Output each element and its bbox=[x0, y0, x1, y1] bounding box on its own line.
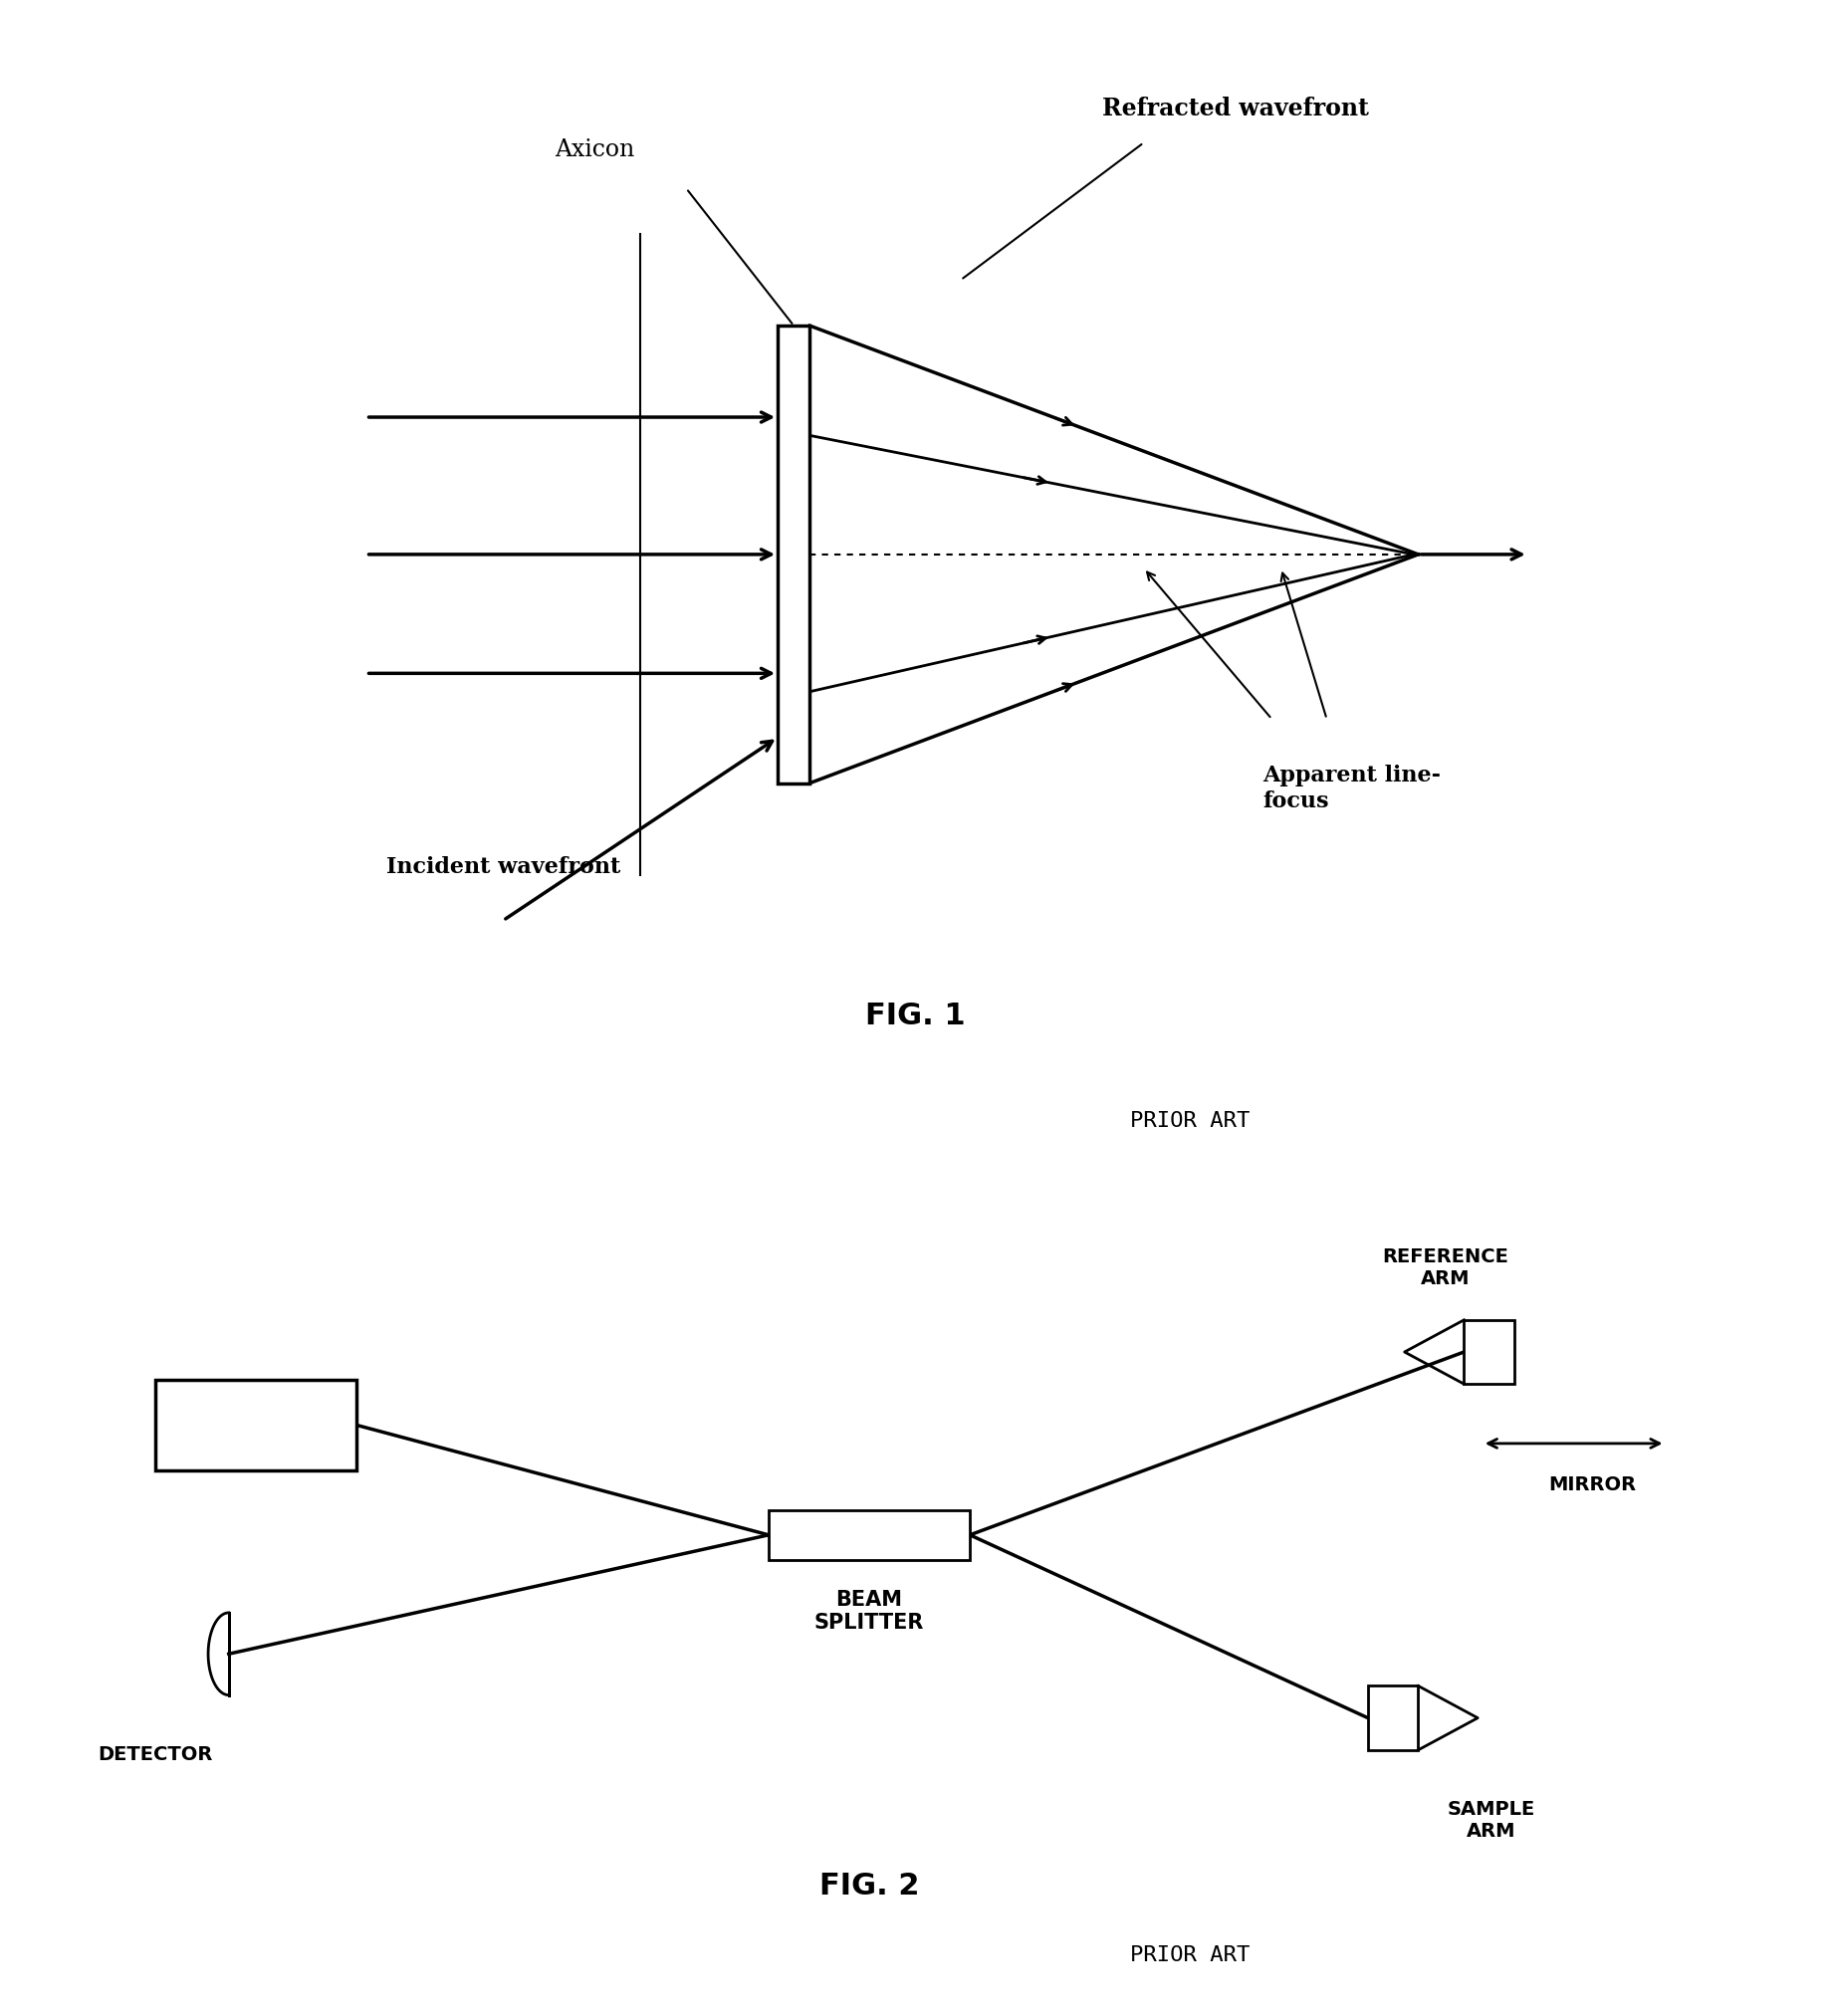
Text: PRIOR ART: PRIOR ART bbox=[1129, 1111, 1250, 1131]
Bar bbox=[778, 327, 811, 782]
Text: Incident wavefront: Incident wavefront bbox=[386, 857, 620, 879]
Text: FIG. 1: FIG. 1 bbox=[866, 1002, 964, 1030]
Text: MIRROR: MIRROR bbox=[1548, 1476, 1636, 1494]
Bar bbox=[1369, 1685, 1418, 1750]
Text: SAMPLE
ARM: SAMPLE ARM bbox=[1448, 1800, 1535, 1841]
Text: DETECTOR: DETECTOR bbox=[99, 1746, 212, 1764]
Text: PRIOR ART: PRIOR ART bbox=[1129, 1945, 1250, 1966]
Text: BEAM
SPLITTER: BEAM SPLITTER bbox=[814, 1591, 924, 1633]
Bar bbox=[156, 1379, 357, 1472]
Text: FIG. 2: FIG. 2 bbox=[820, 1873, 919, 1901]
Bar bbox=[1464, 1320, 1515, 1385]
Text: REFERENCE
ARM: REFERENCE ARM bbox=[1382, 1248, 1510, 1288]
Text: SOURCE: SOURCE bbox=[209, 1415, 304, 1435]
Text: Apparent line-
focus: Apparent line- focus bbox=[1263, 764, 1440, 812]
Bar bbox=[769, 1510, 970, 1560]
Text: Axicon: Axicon bbox=[554, 137, 635, 161]
Text: Refracted wavefront: Refracted wavefront bbox=[1102, 97, 1369, 121]
